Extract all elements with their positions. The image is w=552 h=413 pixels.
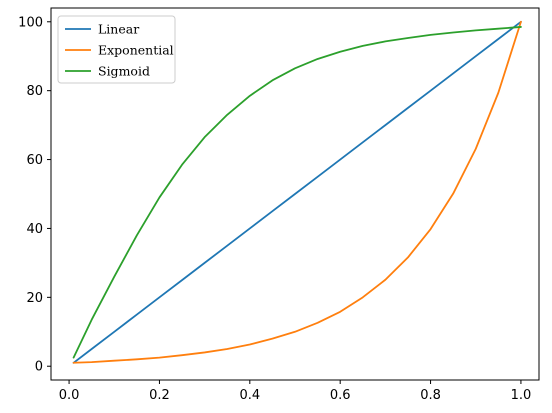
x-tick-label: 0.4 xyxy=(239,388,260,403)
legend-box xyxy=(57,15,176,84)
legend-label-linear: Linear xyxy=(98,22,139,37)
y-tick-label: 60 xyxy=(26,153,43,168)
axes-layer: 0.0 0.2 0.4 0.6 0.8 1.0 0 20 40 60 80 100 xyxy=(18,7,540,403)
y-tick-label: 0 xyxy=(35,360,43,375)
x-tick-label: 1.0 xyxy=(511,388,532,403)
y-tick-label: 20 xyxy=(26,291,43,306)
y-tick-label: 40 xyxy=(26,222,43,237)
series-line-linear xyxy=(72,20,522,364)
series-line-sigmoid xyxy=(72,26,522,359)
legend-label-sigmoid: Sigmoid xyxy=(98,64,150,79)
y-tick-label: 80 xyxy=(26,84,43,99)
x-tick-label: 0.6 xyxy=(330,388,351,403)
x-tick-label: 0.0 xyxy=(59,388,80,403)
series-line-exponential xyxy=(72,20,522,364)
x-tick-label: 0.8 xyxy=(420,388,441,403)
x-tick-label: 0.2 xyxy=(149,388,170,403)
plot-frame xyxy=(50,7,540,381)
series-layer xyxy=(72,20,522,364)
legend: Linear Exponential Sigmoid xyxy=(57,15,176,84)
legend-label-exponential: Exponential xyxy=(98,43,174,58)
y-tick-label: 100 xyxy=(18,15,43,30)
